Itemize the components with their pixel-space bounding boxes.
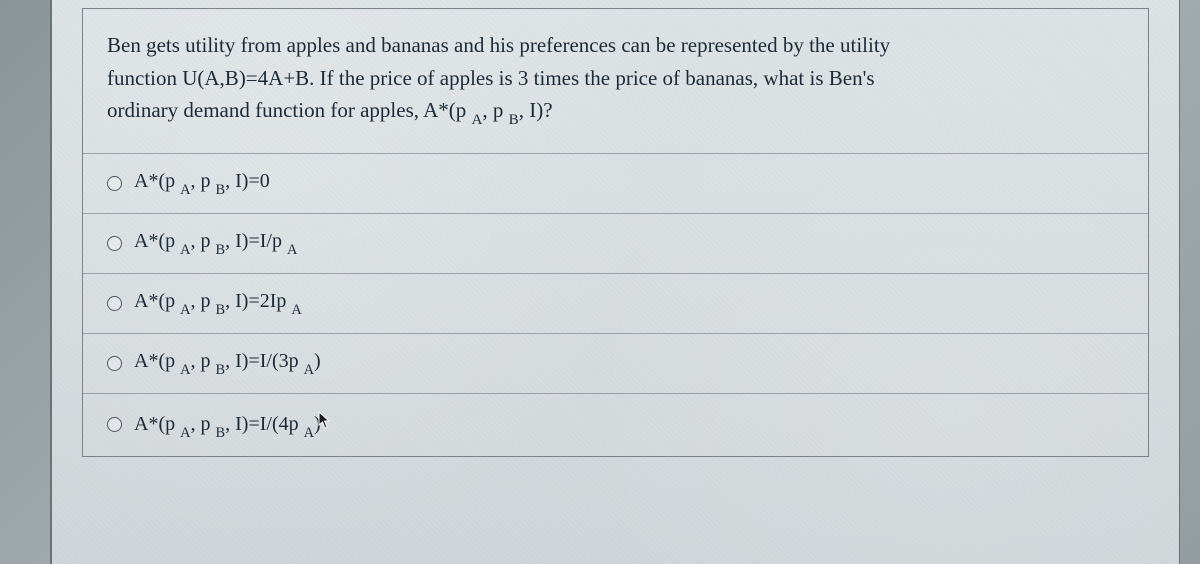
option-label: A*(p A, p B, I)=I/p A <box>134 230 297 257</box>
mouse-cursor-icon <box>317 410 333 436</box>
radio-button[interactable] <box>107 176 122 191</box>
question-line-2: function U(A,B)=4A+B. If the price of ap… <box>107 66 875 90</box>
radio-button[interactable] <box>107 296 122 311</box>
option-label: A*(p A, p B, I)=I/(3p A) <box>134 350 321 377</box>
question-line-3c: , I)? <box>519 98 553 122</box>
question-line-1: Ben gets utility from apples and bananas… <box>107 33 890 57</box>
answer-option-3[interactable]: A*(p A, p B, I)=2Ip A <box>83 273 1148 333</box>
answer-option-5[interactable]: A*(p A, p B, I)=I/(4p A) <box>83 393 1148 456</box>
question-line-3a: ordinary demand function for apples, A*(… <box>107 98 472 122</box>
answer-option-1[interactable]: A*(p A, p B, I)=0 <box>83 154 1148 213</box>
option-label: A*(p A, p B, I)=0 <box>134 170 270 197</box>
radio-button[interactable] <box>107 236 122 251</box>
subscript-a: A <box>472 112 483 128</box>
radio-button[interactable] <box>107 417 122 432</box>
page-surface: Ben gets utility from apples and bananas… <box>50 0 1180 564</box>
answer-option-2[interactable]: A*(p A, p B, I)=I/p A <box>83 213 1148 273</box>
option-label: A*(p A, p B, I)=I/(4p A) <box>134 410 333 440</box>
question-container: Ben gets utility from apples and bananas… <box>82 8 1149 457</box>
radio-button[interactable] <box>107 356 122 371</box>
answer-option-4[interactable]: A*(p A, p B, I)=I/(3p A) <box>83 333 1148 393</box>
question-line-3b: , p <box>482 98 508 122</box>
subscript-b: B <box>509 112 519 128</box>
question-prompt: Ben gets utility from apples and bananas… <box>83 9 1148 154</box>
option-label: A*(p A, p B, I)=2Ip A <box>134 290 302 317</box>
